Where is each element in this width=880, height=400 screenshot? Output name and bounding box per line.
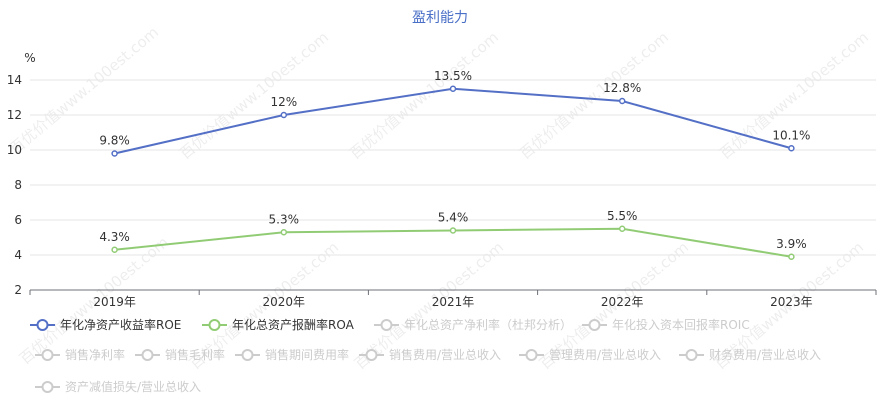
data-point[interactable] [280,111,288,119]
legend-marker-icon [685,349,698,361]
data-point[interactable] [618,97,626,105]
y-tick-label: 8 [14,178,22,192]
legend-item[interactable]: 资产减值损失/营业总收入 [35,379,201,394]
legend-marker-icon [365,349,378,361]
x-axis: 2019年 2020年 2021年 2022年 2023年 [29,289,877,309]
data-label: 5.3% [269,212,300,226]
y-tick-label: 10 [7,143,22,157]
y-tick-label: 12 [7,108,22,122]
data-point[interactable] [788,145,795,152]
y-tick-label: 2 [14,283,22,297]
data-point[interactable] [111,150,118,157]
legend-label: 年化投入资本回报率ROIC [612,317,750,332]
data-label: 12.8% [603,81,641,95]
y-axis-unit: % [24,51,35,65]
legend-label: 年化总资产净利率（杜邦分析） [404,317,572,332]
series-1: 9.8% 12% 13.5% 12.8% 10.1% [99,69,810,157]
legend-marker-icon [41,349,54,361]
legend-marker-icon [208,319,221,331]
legend-item[interactable]: 销售期间费用率 [235,347,349,362]
watermark-text: 百优价值www.100est.com [6,23,162,158]
watermark-text: 百优价值www.100est.com [716,28,872,163]
y-axis: 2 4 6 8 10 12 14 [7,73,22,297]
legend-label: 销售净利率 [65,347,125,362]
legend-label: 财务费用/营业总收入 [709,347,821,362]
legend-item[interactable]: 财务费用/营业总收入 [679,347,821,362]
legend-label: 资产减值损失/营业总收入 [65,379,201,394]
legend-marker-icon [380,319,393,331]
x-tick-label: 2021年 [432,295,475,309]
series-layer: 9.8% 12% 13.5% 12.8% 10.1% 4.3% 5.3% 5.4% 5.5% 3.… [99,69,810,260]
data-label: 10.1% [772,128,810,142]
data-label: 13.5% [434,69,472,83]
y-tick-label: 4 [14,248,22,262]
legend-item[interactable]: 管理费用/营业总收入 [519,347,661,362]
legend-item[interactable]: 销售费用/营业总收入 [359,347,501,362]
legend-marker-icon [241,349,254,361]
data-point[interactable] [111,246,118,253]
x-tick-label: 2019年 [93,295,136,309]
legend-label: 销售费用/营业总收入 [389,347,501,362]
legend: 年化净资产收益率ROE 年化总资产报酬率ROA 年化总资产净利率（杜邦分析） 年化投入… [30,317,821,394]
x-tick-label: 2020年 [263,295,306,309]
data-point[interactable] [618,225,626,232]
legend-marker-icon [141,349,154,361]
legend-label: 管理费用/营业总收入 [549,347,661,362]
data-label: 4.3% [99,230,130,244]
legend-marker-icon [525,349,538,361]
chart-title: 盈利能力 [412,10,468,26]
legend-item[interactable]: 销售毛利率 [135,347,225,362]
legend-item[interactable]: 年化总资产净利率（杜邦分析） [374,317,572,332]
legend-item[interactable]: 年化净资产收益率ROE [30,317,181,332]
legend-marker-icon [588,319,601,331]
data-point[interactable] [788,253,795,260]
data-point[interactable] [280,229,288,236]
data-label: 3.9% [776,237,807,251]
data-label: 5.5% [607,209,638,223]
series-2: 4.3% 5.3% 5.4% 5.5% 3.9% [99,209,807,260]
legend-label: 销售期间费用率 [265,347,349,362]
data-point[interactable] [449,85,457,92]
legend-item[interactable]: 年化投入资本回报率ROIC [582,317,750,332]
watermark-text: 百优价值www.100est.com [176,28,332,163]
legend-item[interactable]: 销售净利率 [35,347,125,362]
legend-label: 年化净资产收益率ROE [60,317,181,332]
grid-lines [30,79,876,256]
legend-label: 销售毛利率 [165,347,225,362]
data-label: 12% [270,95,297,109]
legend-marker-icon [41,381,54,393]
x-tick-label: 2022年 [601,295,644,309]
watermark-text: 百优价值www.100est.com [346,28,502,163]
y-tick-label: 14 [7,73,22,87]
legend-item[interactable]: 年化总资产报酬率ROA [202,317,355,332]
y-tick-label: 6 [14,213,22,227]
x-tick-label: 2023年 [770,295,813,309]
legend-label: 年化总资产报酬率ROA [232,317,355,332]
data-label: 5.4% [438,211,469,225]
legend-marker-icon [36,319,49,331]
data-label: 9.8% [99,134,130,148]
data-point[interactable] [449,227,457,234]
